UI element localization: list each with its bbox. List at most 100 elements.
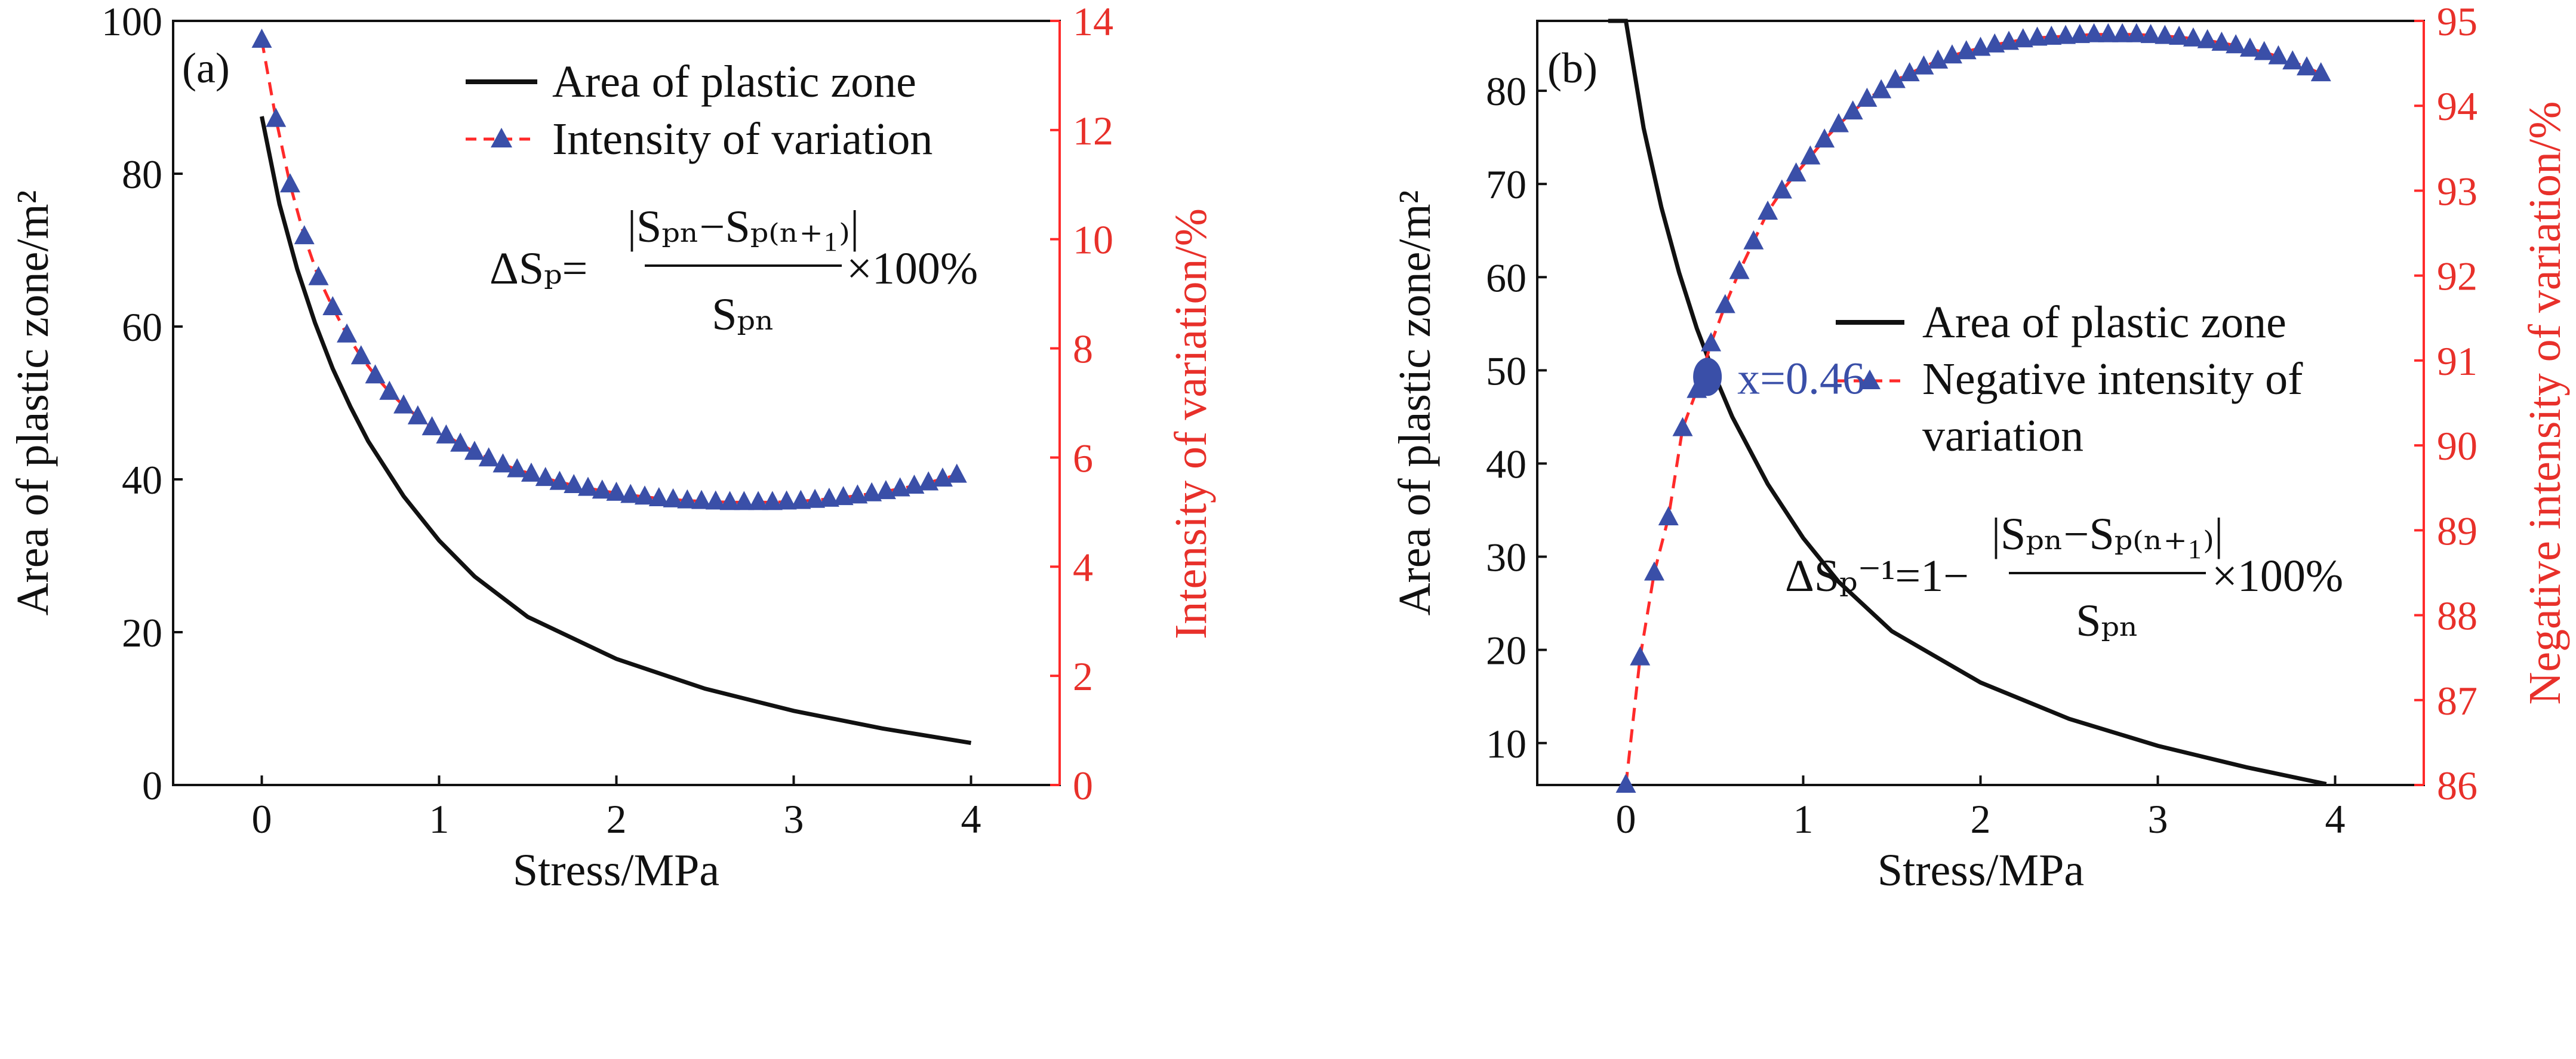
intensity-marker-b-28 <box>2012 28 2033 48</box>
intensity-marker-a-0 <box>251 29 272 48</box>
intensity-marker-a-3 <box>294 225 315 245</box>
formula-b-denominator: Sₚₙ <box>2076 596 2139 646</box>
x-tick-label-b-4: 4 <box>2325 796 2346 842</box>
intensity-marker-b-40 <box>2183 27 2203 47</box>
y-tick-label-a-1: 20 <box>122 610 162 655</box>
panel-b-label: (b) <box>1547 44 1598 92</box>
intensity-marker-b-37 <box>2140 24 2161 44</box>
y2-tick-label-b-2: 88 <box>2437 593 2477 639</box>
intensity-marker-b-45 <box>2254 41 2275 60</box>
intensity-marker-b-33 <box>2083 23 2104 42</box>
intensity-marker-b-4 <box>1672 417 1693 436</box>
intensity-marker-a-49 <box>946 463 967 483</box>
formula-a-suffix: ×100% <box>847 244 978 294</box>
intensity-marker-b-42 <box>2211 31 2232 51</box>
y-tick-label-b-2: 30 <box>1486 535 1526 580</box>
intensity-marker-b-19 <box>1885 69 1906 88</box>
intensity-marker-b-21 <box>1913 55 1934 75</box>
intensity-marker-a-13 <box>436 424 457 444</box>
y2-tick-label-a-6: 12 <box>1073 108 1113 153</box>
intensity-marker-b-29 <box>2027 26 2048 46</box>
intensity-marker-b-15 <box>1828 113 1849 133</box>
y2-tick-label-a-5: 10 <box>1073 217 1113 263</box>
panel-a-area-series <box>260 116 972 746</box>
panel-b-y2-ticks: 86 87 88 89 90 91 92 93 94 95 <box>2414 0 2477 808</box>
y2-tick-label-a-4: 8 <box>1073 327 1093 372</box>
intensity-marker-a-34 <box>734 491 755 510</box>
y2-tick-label-b-5: 91 <box>2437 338 2477 384</box>
intensity-marker-b-25 <box>1970 36 1991 56</box>
intensity-marker-a-25 <box>606 481 627 501</box>
panel-b-x-ticks: 0 1 2 3 4 <box>1616 775 2346 842</box>
intensity-marker-a-27 <box>635 485 655 505</box>
intensity-marker-b-43 <box>2226 34 2246 54</box>
panel-b-legend: Area of plastic zone Negative intensity … <box>1836 297 2303 461</box>
panel-a-x-ticks: 0 1 2 3 4 <box>252 775 981 842</box>
intensity-marker-a-39 <box>805 488 826 508</box>
y-tick-label-a-0: 0 <box>142 763 162 808</box>
intensity-marker-b-44 <box>2239 37 2260 57</box>
panel-a-label: (a) <box>182 44 230 92</box>
intensity-marker-b-47 <box>2282 50 2303 70</box>
formula-a-numerator: |Sₚₙ−Sₚ₍ₙ₊₁₎| <box>627 202 859 252</box>
y2-tick-label-b-9: 95 <box>2437 0 2477 44</box>
intensity-marker-b-36 <box>2126 23 2147 42</box>
y2-tick-label-a-3: 6 <box>1073 435 1093 481</box>
formula-b-numerator: |Sₚₙ−Sₚ₍ₙ₊₁₎| <box>1992 509 2223 559</box>
intensity-marker-a-18 <box>507 458 528 478</box>
intensity-marker-b-34 <box>2098 23 2119 42</box>
intensity-marker-a-26 <box>620 484 641 503</box>
intersection-label: x=0.46 <box>1737 353 1865 404</box>
x-tick-label-a-1: 1 <box>429 796 450 842</box>
intensity-marker-a-40 <box>818 487 839 507</box>
intensity-marker-a-33 <box>719 491 740 510</box>
panel-b-x-axis-label: Stress/MPa <box>1878 845 2084 895</box>
panel-a-y-ticks: 0 20 40 60 80 100 <box>101 0 183 808</box>
legend-label-negative-intensity-cont: variation <box>1922 411 2083 461</box>
y-tick-label-b-7: 80 <box>1486 69 1526 114</box>
y2-tick-label-a-7: 14 <box>1073 0 1113 44</box>
y-tick-label-a-4: 80 <box>122 152 162 197</box>
intensity-marker-a-30 <box>677 489 698 509</box>
x-tick-label-a-4: 4 <box>961 796 981 842</box>
intensity-marker-b-20 <box>1899 62 1920 82</box>
intensity-marker-b-39 <box>2169 26 2190 45</box>
intensity-marker-b-35 <box>2112 23 2133 42</box>
x-tick-label-b-1: 1 <box>1793 796 1814 842</box>
intensity-marker-a-7 <box>350 345 371 365</box>
intensity-marker-b-0 <box>1615 774 1636 793</box>
intensity-marker-b-16 <box>1842 100 1863 120</box>
intensity-marker-a-20 <box>535 467 556 487</box>
area-curve-b <box>1608 19 2327 786</box>
intensity-marker-a-32 <box>705 490 726 510</box>
y2-tick-label-b-8: 94 <box>2437 84 2477 129</box>
y2-tick-label-b-1: 87 <box>2437 678 2477 724</box>
intensity-marker-a-29 <box>663 488 684 507</box>
y2-tick-label-b-4: 90 <box>2437 423 2477 469</box>
y2-tick-label-a-0: 0 <box>1073 763 1093 808</box>
formula-b-suffix: ×100% <box>2212 551 2343 601</box>
intensity-marker-a-36 <box>762 491 783 510</box>
panel-a-formula: ΔSₚ= |Sₚₙ−Sₚ₍ₙ₊₁₎| Sₚₙ ×100% <box>490 202 978 340</box>
legend-label-negative-intensity: Negative intensity of <box>1922 354 2303 404</box>
intensity-marker-a-12 <box>421 416 442 436</box>
y2-tick-label-b-7: 93 <box>2437 168 2477 214</box>
intensity-marker-b-22 <box>1928 49 1949 69</box>
intensity-marker-a-17 <box>493 453 513 473</box>
intensity-marker-b-26 <box>1984 33 2005 53</box>
x-tick-label-a-2: 2 <box>607 796 627 842</box>
intensity-marker-b-3 <box>1658 506 1679 525</box>
intensity-marker-b-14 <box>1814 128 1835 148</box>
panel-b: 0 1 2 3 4 10 20 30 40 50 60 70 80 86 87 88 89 90 91 92 93 9… <box>1390 0 2570 895</box>
intensity-marker-b-46 <box>2268 45 2289 64</box>
intensity-marker-a-42 <box>847 484 868 504</box>
intensity-marker-a-31 <box>691 490 712 509</box>
intensity-marker-a-44 <box>875 480 896 500</box>
intensity-marker-a-16 <box>478 447 499 467</box>
formula-a-lhs: ΔSₚ= <box>490 244 587 294</box>
y2-tick-label-a-1: 2 <box>1073 654 1093 699</box>
intensity-marker-b-18 <box>1871 79 1892 98</box>
intensity-marker-b-13 <box>1800 145 1821 165</box>
intensity-marker-b-32 <box>2069 24 2090 44</box>
